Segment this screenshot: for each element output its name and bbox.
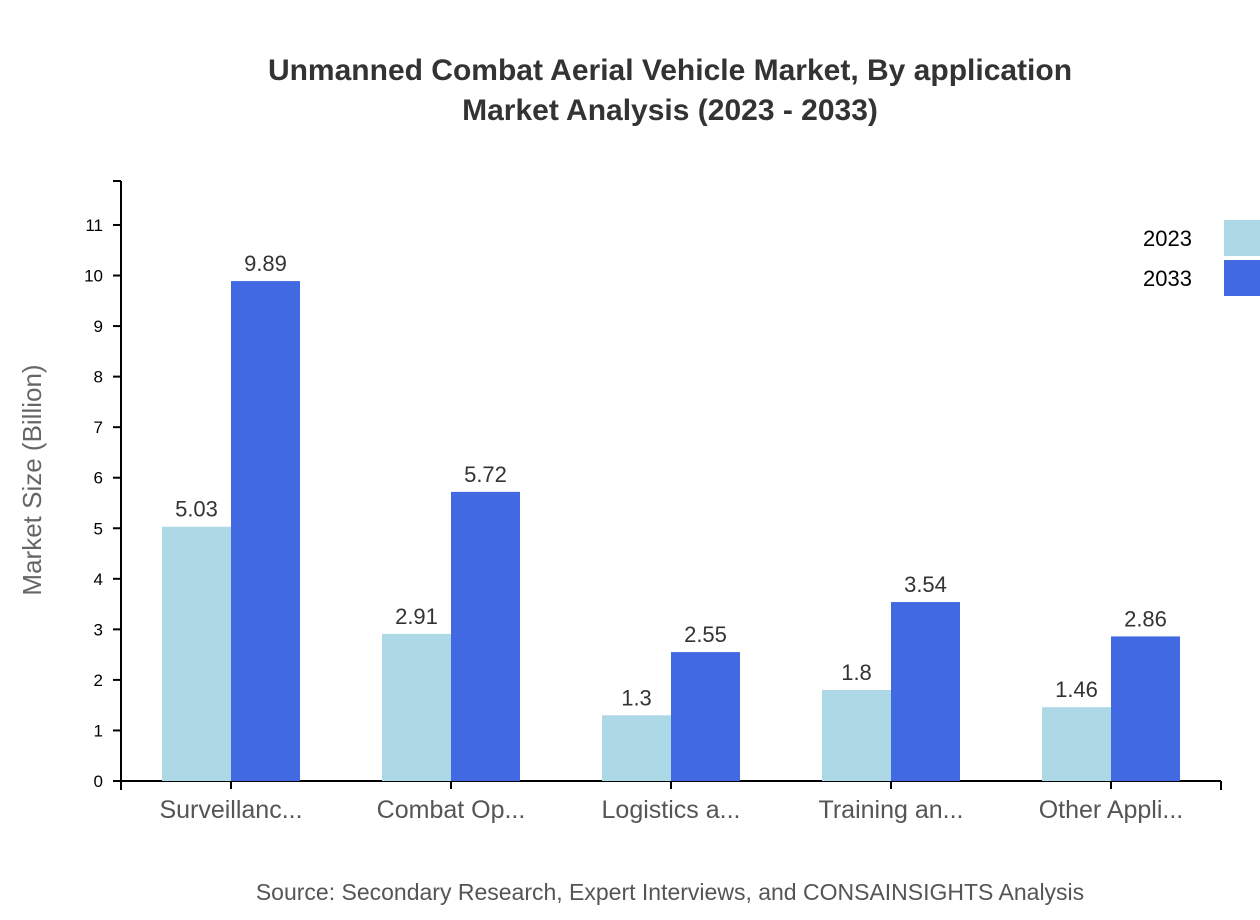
chart-title: Unmanned Combat Aerial Vehicle Market, B… xyxy=(268,54,1072,87)
bar-2023 xyxy=(162,526,231,781)
data-label: 2.55 xyxy=(684,622,727,647)
bar-2023 xyxy=(822,690,891,781)
data-label: 1.46 xyxy=(1055,677,1098,702)
bar-2023 xyxy=(1042,707,1111,781)
x-tick-label: Training an... xyxy=(819,796,964,824)
data-label: 1.8 xyxy=(841,660,872,685)
y-tick-label: 5 xyxy=(94,519,103,538)
data-label: 1.3 xyxy=(621,685,652,710)
y-tick-label: 11 xyxy=(85,216,103,235)
x-tick-label: Combat Op... xyxy=(377,796,526,824)
y-tick-label: 2 xyxy=(94,671,103,690)
data-label: 5.72 xyxy=(464,462,507,487)
x-tick-label: Surveillanc... xyxy=(159,796,302,824)
bar-2033 xyxy=(671,652,740,781)
y-tick-label: 10 xyxy=(84,267,103,286)
y-tick-label: 8 xyxy=(94,368,103,387)
y-tick-label: 6 xyxy=(94,469,103,488)
source-note: Source: Secondary Research, Expert Inter… xyxy=(256,879,1084,905)
x-tick-label: Logistics a... xyxy=(602,796,741,824)
y-tick-label: 1 xyxy=(94,721,103,740)
bar-2033 xyxy=(891,602,960,781)
data-label: 2.91 xyxy=(395,604,438,629)
bar-2023 xyxy=(382,633,451,781)
legend-swatch-2023 xyxy=(1224,220,1260,256)
y-tick-label: 0 xyxy=(94,772,103,791)
bar-2033 xyxy=(451,491,520,781)
chart-subtitle: Market Analysis (2023 - 2033) xyxy=(462,94,878,127)
data-label: 5.03 xyxy=(175,497,218,522)
legend-label: 2033 xyxy=(1143,266,1192,291)
y-tick-label: 7 xyxy=(94,418,103,437)
x-tick-label: Other Appli... xyxy=(1039,796,1184,824)
y-tick-label: 4 xyxy=(94,570,103,589)
bar-2023 xyxy=(602,715,671,781)
y-tick-label: 9 xyxy=(94,317,103,336)
bar-2033 xyxy=(1111,636,1180,781)
y-axis-label: Market Size (Billion) xyxy=(17,364,47,595)
data-label: 9.89 xyxy=(244,251,287,276)
y-tick-label: 3 xyxy=(94,620,103,639)
data-label: 3.54 xyxy=(904,572,947,597)
data-label: 2.86 xyxy=(1124,606,1167,631)
bar-2033 xyxy=(231,281,300,781)
legend-label: 2023 xyxy=(1143,226,1192,251)
legend-swatch-2033 xyxy=(1224,260,1260,296)
